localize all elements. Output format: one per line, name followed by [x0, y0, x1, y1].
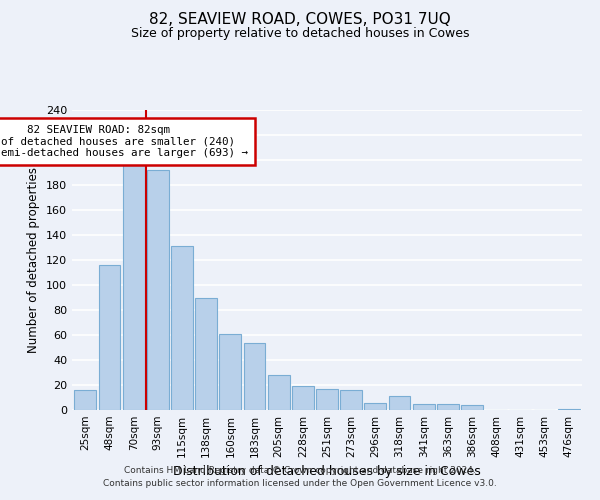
- Bar: [292, 386, 314, 410]
- Bar: [171, 246, 193, 410]
- Bar: [195, 298, 217, 410]
- Bar: [268, 375, 290, 410]
- Bar: [244, 342, 265, 410]
- X-axis label: Distribution of detached houses by size in Cowes: Distribution of detached houses by size …: [173, 466, 481, 478]
- Bar: [413, 404, 434, 410]
- Text: Contains HM Land Registry data © Crown copyright and database right 2024.
Contai: Contains HM Land Registry data © Crown c…: [103, 466, 497, 487]
- Bar: [340, 390, 362, 410]
- Bar: [389, 396, 410, 410]
- Bar: [364, 402, 386, 410]
- Bar: [461, 405, 483, 410]
- Bar: [558, 409, 580, 410]
- Bar: [147, 170, 169, 410]
- Bar: [123, 161, 145, 410]
- Text: 82 SEAVIEW ROAD: 82sqm
← 25% of detached houses are smaller (240)
74% of semi-de: 82 SEAVIEW ROAD: 82sqm ← 25% of detached…: [0, 125, 248, 158]
- Bar: [437, 404, 459, 410]
- Bar: [220, 334, 241, 410]
- Bar: [74, 390, 96, 410]
- Text: Size of property relative to detached houses in Cowes: Size of property relative to detached ho…: [131, 28, 469, 40]
- Text: 82, SEAVIEW ROAD, COWES, PO31 7UQ: 82, SEAVIEW ROAD, COWES, PO31 7UQ: [149, 12, 451, 28]
- Y-axis label: Number of detached properties: Number of detached properties: [28, 167, 40, 353]
- Bar: [316, 389, 338, 410]
- Bar: [98, 265, 121, 410]
